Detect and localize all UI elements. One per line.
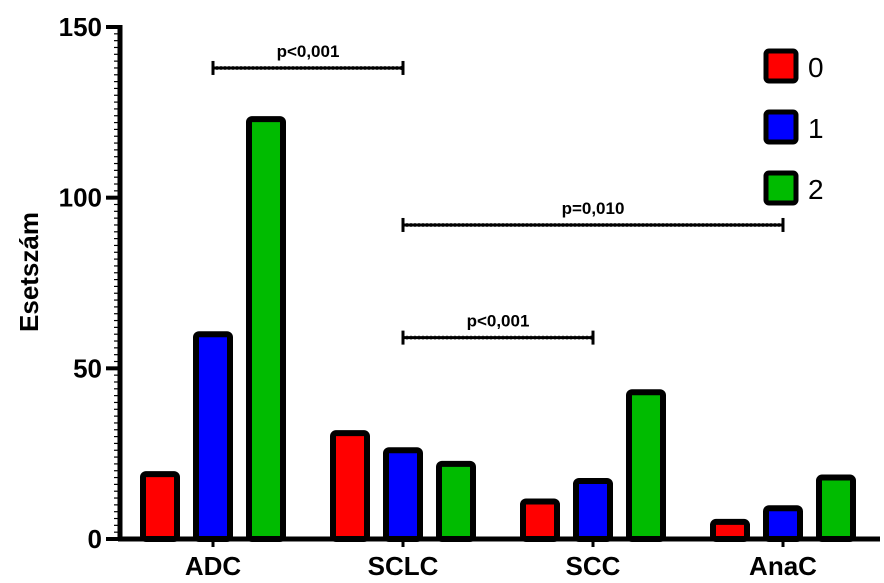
bar-scc-series-0 (520, 498, 560, 543)
legend-label-1: 1 (808, 113, 824, 144)
y-tick-label: 0 (88, 524, 102, 554)
bar-adc-series-0 (140, 471, 180, 542)
bar-sclc-series-2 (436, 460, 476, 543)
legend-label-0: 0 (808, 52, 824, 83)
y-tick-label: 50 (73, 353, 102, 383)
bar-sclc-series-1 (383, 447, 423, 542)
bar-anac-series-0 (710, 518, 750, 543)
y-tick-label: 150 (59, 12, 102, 42)
annotation-label: p<0,001 (277, 42, 340, 61)
significance-annotations: p<0,001 p=0,010 p<0,001 (211, 42, 785, 345)
legend-swatch-2 (763, 170, 799, 206)
x-tick-label: AnaC (749, 551, 817, 581)
annotation-label: p=0,010 (562, 199, 625, 218)
bar-adc-series-1 (193, 331, 233, 543)
legend: 0 1 2 (763, 48, 824, 206)
y-tick-label: 100 (59, 183, 102, 213)
legend-swatch-1 (763, 109, 799, 145)
bar-adc-series-2 (246, 116, 286, 542)
bar-anac-series-2 (816, 474, 856, 542)
legend-label-2: 2 (808, 174, 824, 205)
bar-scc-series-1 (573, 477, 613, 542)
bar-anac-series-1 (763, 505, 803, 542)
x-tick-label: ADC (185, 551, 242, 581)
x-tick-label: SCLC (368, 551, 439, 581)
legend-swatch-0 (763, 48, 799, 84)
bars (140, 116, 856, 543)
bar-sclc-series-0 (330, 430, 370, 543)
bar-scc-series-2 (626, 389, 666, 542)
axes: 0 50 100 150 ADC SCLC SCC AnaC (59, 12, 880, 581)
annotation-label: p<0,001 (467, 312, 530, 331)
x-tick-label: SCC (566, 551, 621, 581)
y-axis-label: Esetszám (14, 212, 44, 332)
